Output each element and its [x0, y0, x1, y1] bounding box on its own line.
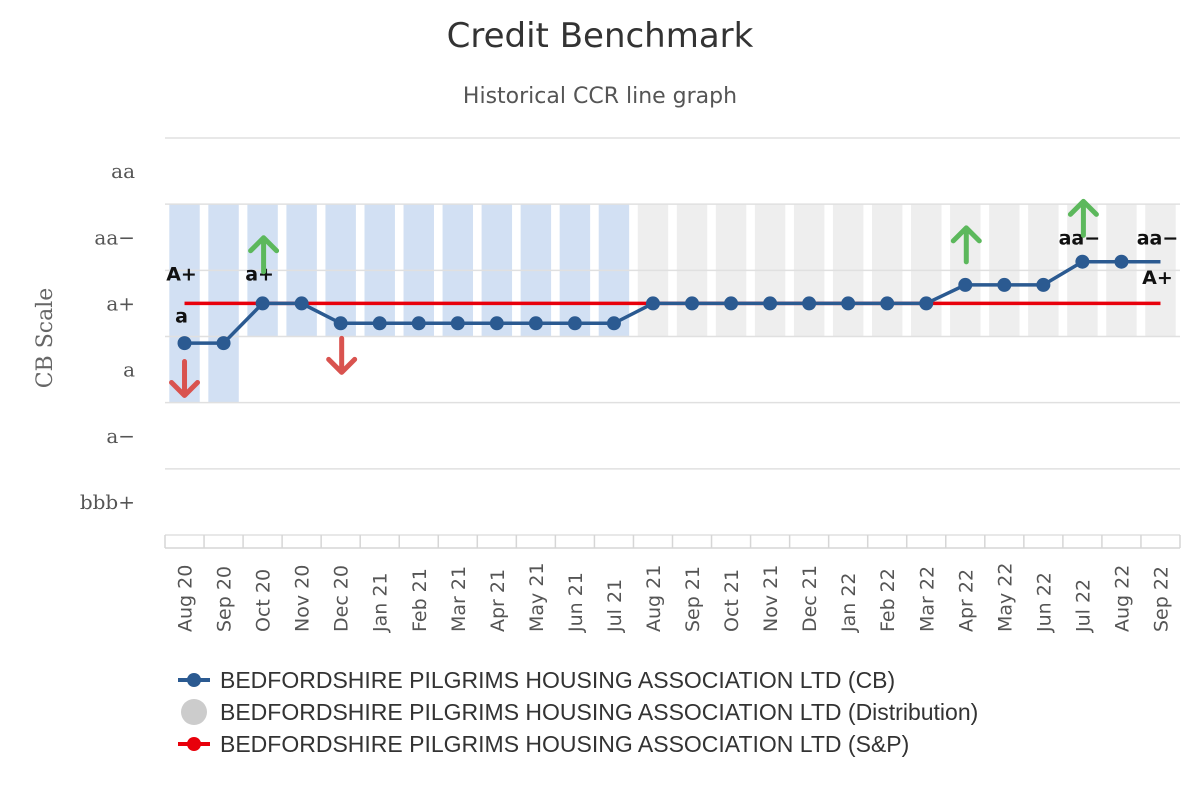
legend-item-cb[interactable]: BEDFORDSHIRE PILGRIMS HOUSING ASSOCIATIO…	[178, 664, 978, 696]
x-axis: Aug 20 Sep 20 Oct 20 Nov 20 Dec 20 Jan 21 Feb …	[164, 535, 1181, 633]
legend-line-marker-icon	[178, 670, 210, 690]
y-tick-label: bbb+	[80, 490, 135, 514]
arrow-up-icon	[1067, 198, 1099, 238]
cb-point	[1036, 277, 1051, 292]
legend-item-sp[interactable]: BEDFORDSHIRE PILGRIMS HOUSING ASSOCIATIO…	[178, 728, 978, 760]
cb-point	[372, 316, 387, 331]
cb-point	[880, 296, 895, 311]
x-tick-label: Jul 21	[604, 579, 626, 633]
x-tick-label: Nov 20	[292, 565, 314, 632]
legend-label: BEDFORDSHIRE PILGRIMS HOUSING ASSOCIATIO…	[220, 730, 910, 757]
cb-point	[802, 296, 817, 311]
annotation-label: A+	[1142, 267, 1173, 289]
cb-point	[567, 316, 582, 331]
x-tick-label: Aug 21	[643, 565, 665, 632]
x-tick-label: Mar 22	[916, 566, 938, 632]
y-tick-label: a−	[106, 424, 135, 448]
cb-point	[919, 296, 934, 311]
x-tick-label: Sep 20	[214, 566, 236, 632]
x-tick-label: Jun 22	[1033, 572, 1055, 633]
cb-point	[1114, 254, 1129, 269]
cb-point	[411, 316, 426, 331]
x-tick-label: Oct 21	[721, 569, 743, 632]
x-tick-label: Jan 22	[838, 572, 860, 633]
legend-item-distribution[interactable]: BEDFORDSHIRE PILGRIMS HOUSING ASSOCIATIO…	[178, 696, 978, 728]
x-tick-label: Sep 21	[682, 566, 704, 632]
cb-point	[606, 316, 621, 331]
cb-point	[450, 316, 465, 331]
y-tick-label: a	[123, 358, 135, 382]
cb-point	[333, 316, 348, 331]
y-tick-label: aa	[111, 159, 135, 183]
x-tick-label: Aug 20	[175, 565, 197, 632]
x-tick-label: Aug 22	[1111, 565, 1133, 632]
cb-point	[997, 277, 1012, 292]
x-tick-label: Sep 22	[1150, 566, 1172, 632]
x-tick-label: Apr 21	[487, 569, 509, 632]
cb-point	[841, 296, 856, 311]
x-tick-label: Jun 21	[565, 572, 587, 633]
arrow-down-icon	[169, 359, 201, 399]
cb-point	[685, 296, 700, 311]
rating-arrows	[169, 198, 1099, 399]
y-axis-label: CB Scale	[33, 288, 58, 389]
legend-label: BEDFORDSHIRE PILGRIMS HOUSING ASSOCIATIO…	[220, 666, 896, 693]
x-tick-label: Apr 22	[955, 569, 977, 632]
cb-point	[255, 296, 270, 311]
cb-point	[645, 296, 660, 311]
cb-point	[294, 296, 309, 311]
legend-label: BEDFORDSHIRE PILGRIMS HOUSING ASSOCIATIO…	[220, 698, 979, 725]
arrow-up-icon	[950, 225, 982, 265]
y-tick-label: a+	[106, 291, 135, 315]
cb-series	[177, 254, 1161, 351]
x-tick-label: Feb 22	[877, 568, 899, 632]
x-tick-label: Mar 21	[448, 566, 470, 632]
annotation-label: aa−	[1137, 227, 1179, 249]
x-tick-label: May 22	[994, 563, 1016, 633]
legend-circle-icon	[178, 699, 210, 725]
arrow-up-icon	[248, 235, 280, 275]
y-tick-label: aa−	[94, 225, 135, 249]
cb-point	[763, 296, 778, 311]
x-tick-label: Jan 21	[370, 572, 392, 633]
arrow-down-icon	[326, 335, 358, 375]
cb-point	[489, 316, 504, 331]
x-tick-label: Jul 22	[1072, 579, 1094, 633]
annotations: A+ a a+ aa− aa− A+	[166, 227, 1178, 327]
x-tick-label: Feb 21	[409, 568, 431, 632]
cb-point	[1075, 254, 1090, 269]
chart-title: Credit Benchmark	[447, 16, 754, 56]
legend: BEDFORDSHIRE PILGRIMS HOUSING ASSOCIATIO…	[178, 664, 978, 760]
grid-lines	[165, 137, 1180, 536]
cb-point	[177, 336, 192, 351]
cb-point	[528, 316, 543, 331]
x-tick-label: Dec 21	[799, 565, 821, 632]
cb-point	[724, 296, 739, 311]
cb-point	[958, 277, 973, 292]
x-tick-label: Oct 20	[253, 569, 275, 632]
legend-line-marker-icon	[178, 734, 210, 754]
x-tick-label: Nov 21	[760, 565, 782, 632]
annotation-label: aa−	[1059, 227, 1101, 249]
x-tick-label: Dec 20	[331, 565, 353, 632]
annotation-label: a	[175, 305, 188, 327]
chart-subtitle: Historical CCR line graph	[463, 84, 737, 109]
cb-point	[216, 336, 231, 351]
annotation-label: A+	[166, 264, 197, 286]
annotation-label: a+	[245, 264, 274, 286]
x-tick-label: May 21	[526, 563, 548, 633]
